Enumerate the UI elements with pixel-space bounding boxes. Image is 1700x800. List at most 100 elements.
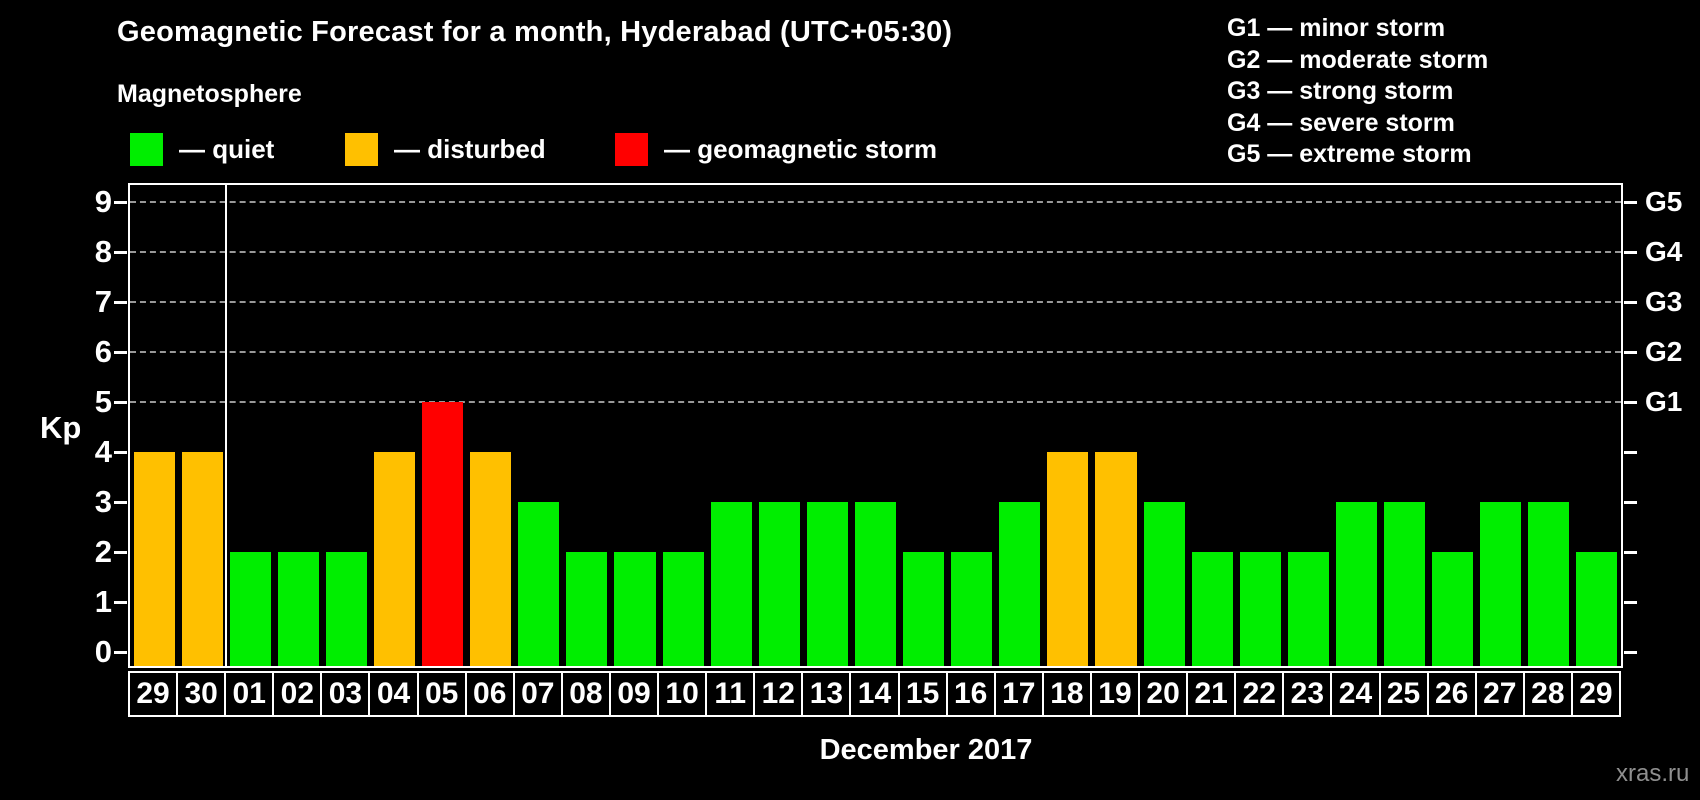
bar-day-26 xyxy=(1432,552,1474,666)
date-label-20: 20 xyxy=(1138,671,1189,717)
y-tick-label-9: 9 xyxy=(94,184,112,219)
y-tick-label-1: 1 xyxy=(94,584,112,619)
y-axis-tick-left-9 xyxy=(114,201,127,204)
bar-day-01 xyxy=(229,552,271,666)
bar-day-18 xyxy=(1047,452,1089,666)
bar-day-08 xyxy=(566,552,608,666)
bar-day-03 xyxy=(325,552,367,666)
gridline-kp9 xyxy=(130,201,1621,203)
date-label-16: 16 xyxy=(945,671,996,717)
legend-label-storm: — geomagnetic storm xyxy=(664,133,938,164)
y-tick-label-5: 5 xyxy=(94,384,112,419)
gridline-kp5 xyxy=(130,401,1621,403)
y-axis-tick-left-3 xyxy=(114,501,127,504)
y-axis-tick-left-6 xyxy=(114,351,127,354)
date-label-22: 22 xyxy=(1234,671,1285,717)
date-label-07: 07 xyxy=(512,671,563,717)
y-axis-tick-left-4 xyxy=(114,451,127,454)
legend-item-disturbed: — disturbed xyxy=(345,132,546,166)
bar-day-27 xyxy=(1480,502,1522,666)
y-axis-tick-left-0 xyxy=(114,651,127,654)
date-label-15: 15 xyxy=(897,671,948,717)
x-axis-title-month: December 2017 xyxy=(819,734,1033,766)
g2-legend-line: G2 — moderate storm xyxy=(1227,45,1489,74)
date-label-29: 29 xyxy=(1570,671,1621,717)
bar-day-12 xyxy=(758,502,800,666)
date-label-08: 08 xyxy=(560,671,611,717)
date-label-prev-30: 30 xyxy=(176,671,227,717)
bar-day-11 xyxy=(710,502,752,666)
storm-color-swatch xyxy=(615,132,648,166)
y-tick-label-6: 6 xyxy=(94,334,112,369)
bar-day-23 xyxy=(1287,552,1329,666)
y-tick-label-7: 7 xyxy=(94,284,112,319)
bar-day-15 xyxy=(903,552,945,666)
y-tick-label-8: 8 xyxy=(94,234,112,269)
y-axis-tick-left-7 xyxy=(114,301,127,304)
watermark-xras: xras.ru xyxy=(1616,760,1690,787)
date-label-14: 14 xyxy=(849,671,900,717)
bar-day-19 xyxy=(1095,452,1137,666)
disturbed-color-swatch xyxy=(345,132,378,166)
y-tick-label-2: 2 xyxy=(94,534,112,569)
y-axis-tick-right-1 xyxy=(1624,601,1637,604)
y-axis-tick-left-1 xyxy=(114,601,127,604)
date-label-10: 10 xyxy=(657,671,708,717)
y-axis-tick-right-3 xyxy=(1624,501,1637,504)
plot-area xyxy=(128,183,1623,668)
date-label-02: 02 xyxy=(272,671,323,717)
date-label-23: 23 xyxy=(1282,671,1333,717)
date-label-04: 04 xyxy=(368,671,419,717)
g4-legend-line: G4 — severe storm xyxy=(1227,108,1455,137)
date-label-11: 11 xyxy=(705,671,756,717)
y-axis-title-kp: Kp xyxy=(40,410,82,445)
month-separator-line xyxy=(225,185,228,666)
g1-legend-line: G1 — minor storm xyxy=(1227,14,1446,42)
y-axis-tick-left-2 xyxy=(114,551,127,554)
bar-day-17 xyxy=(999,502,1041,666)
g-label-g5: G5 xyxy=(1645,186,1683,217)
quiet-color-swatch xyxy=(130,132,163,166)
date-label-19: 19 xyxy=(1089,671,1141,717)
y-axis-tick-right-4 xyxy=(1624,451,1637,454)
bar-day-14 xyxy=(854,502,897,666)
legend-item-storm: — geomagnetic storm xyxy=(615,132,937,166)
y-axis-tick-right-0 xyxy=(1624,651,1637,654)
y-axis-tick-right-5 xyxy=(1624,401,1637,404)
bar-day-10 xyxy=(662,552,704,666)
date-label-21: 21 xyxy=(1186,671,1237,717)
date-label-12: 12 xyxy=(753,671,804,717)
legend-label-quiet: — quiet xyxy=(179,133,275,164)
bar-day-20 xyxy=(1143,502,1185,666)
g-label-g1: G1 xyxy=(1645,386,1683,417)
bar-day-16 xyxy=(951,552,993,666)
date-label-13: 13 xyxy=(801,671,852,717)
date-label-17: 17 xyxy=(993,671,1044,717)
legend-item-quiet: — quiet xyxy=(130,132,274,166)
y-axis-tick-left-5 xyxy=(114,401,127,404)
y-tick-label-4: 4 xyxy=(94,434,112,469)
y-axis-tick-right-6 xyxy=(1624,351,1637,354)
y-axis-tick-right-8 xyxy=(1624,251,1637,254)
bar-day-21 xyxy=(1191,552,1233,666)
y-tick-label-3: 3 xyxy=(94,484,112,519)
date-label-18: 18 xyxy=(1041,671,1092,717)
bar-day-30 xyxy=(181,452,223,666)
chart-title: Geomagnetic Forecast for a month, Hydera… xyxy=(117,16,953,48)
date-label-24: 24 xyxy=(1330,671,1381,717)
date-label-05: 05 xyxy=(416,671,467,717)
chart-subtitle: Magnetosphere xyxy=(117,80,302,108)
bar-day-13 xyxy=(806,502,848,666)
date-label-prev-29: 29 xyxy=(128,671,179,717)
y-axis-tick-right-7 xyxy=(1624,301,1637,304)
bar-day-02 xyxy=(277,552,319,666)
date-label-28: 28 xyxy=(1522,671,1573,717)
bar-day-09 xyxy=(614,552,656,666)
date-label-25: 25 xyxy=(1378,671,1429,717)
g-label-g2: G2 xyxy=(1645,336,1683,367)
g3-legend-line: G3 — strong storm xyxy=(1227,77,1454,106)
bar-day-05 xyxy=(422,402,464,666)
date-label-03: 03 xyxy=(320,671,371,717)
bar-day-07 xyxy=(518,502,560,666)
